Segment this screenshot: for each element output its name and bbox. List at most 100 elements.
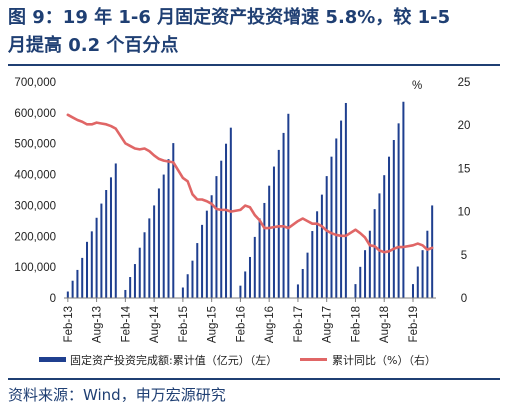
right-y-tick-label: 0 bbox=[461, 293, 467, 305]
bar-2014-05 bbox=[138, 247, 141, 298]
bar-2013-03 bbox=[71, 280, 74, 298]
bar-2013-09 bbox=[100, 203, 103, 298]
bar-2014-07 bbox=[148, 218, 151, 298]
chart-title-line-1: 图 9：19 年 1-6 月固定资产投资增速 5.8%，较 1-5 bbox=[8, 7, 451, 28]
x-tick-label: Aug-13 bbox=[92, 306, 104, 343]
bar-2015-05 bbox=[196, 243, 199, 298]
bar-2014-02 bbox=[124, 289, 127, 298]
left-y-tick-label: 0 bbox=[50, 293, 56, 305]
right-y-tick-label: 5 bbox=[461, 250, 467, 262]
bar-2017-02 bbox=[296, 284, 299, 298]
bar-2016-07 bbox=[263, 202, 266, 298]
x-tick-label: Aug-16 bbox=[264, 306, 276, 343]
left-y-tick-label: 300,000 bbox=[14, 200, 56, 212]
bar-2014-04 bbox=[133, 264, 136, 298]
bar-2013-07 bbox=[90, 231, 93, 298]
right-y-tick-label: 20 bbox=[458, 120, 471, 132]
bar-2018-04 bbox=[364, 250, 367, 298]
bar-2014-06 bbox=[143, 232, 146, 298]
bar-2015-11 bbox=[225, 143, 228, 298]
bar-2017-03 bbox=[301, 268, 304, 298]
chart-title: 图 9：19 年 1-6 月固定资产投资增速 5.8%，较 1-5 月提高 0.… bbox=[8, 4, 500, 60]
title-rule bbox=[8, 64, 500, 66]
bar-2016-05 bbox=[253, 236, 256, 298]
axes-layer bbox=[64, 297, 436, 302]
bar-2014-03 bbox=[129, 277, 132, 298]
bar-2019-03 bbox=[416, 266, 419, 298]
bar-2018-05 bbox=[368, 230, 371, 298]
bar-2018-08 bbox=[383, 175, 386, 298]
x-tick-label: Feb-16 bbox=[235, 306, 247, 342]
right-axis-unit-label: % bbox=[412, 80, 422, 92]
bar-2017-05 bbox=[311, 231, 314, 298]
bar-2018-11 bbox=[397, 123, 400, 298]
bar-2015-03 bbox=[186, 274, 189, 298]
series-line-yoy bbox=[66, 113, 434, 254]
x-tick-label: Aug-17 bbox=[322, 306, 334, 343]
x-tick-label: Feb-19 bbox=[408, 306, 420, 342]
source-rule bbox=[8, 378, 500, 380]
bar-2018-06 bbox=[373, 209, 376, 298]
bar-2016-09 bbox=[272, 166, 275, 298]
bar-2016-02 bbox=[239, 285, 242, 298]
bar-2016-03 bbox=[244, 271, 247, 298]
legend-label-bar: 固定资产投资完成额:累计值（亿元）（左） bbox=[70, 353, 277, 367]
bar-2018-03 bbox=[359, 266, 362, 298]
right-y-tick-label: 10 bbox=[458, 207, 471, 219]
bar-2016-11 bbox=[282, 132, 285, 298]
bar-2015-08 bbox=[210, 195, 213, 298]
right-y-tick-label: 15 bbox=[458, 163, 471, 175]
x-tick-label: Feb-18 bbox=[351, 306, 363, 342]
bar-2017-10 bbox=[335, 138, 338, 298]
bar-2018-02 bbox=[354, 284, 357, 298]
bar-2017-09 bbox=[330, 156, 333, 298]
x-tick-label: Aug-14 bbox=[149, 305, 161, 343]
bar-2017-12 bbox=[344, 102, 347, 298]
bar-2015-06 bbox=[201, 224, 204, 298]
legend-label-line: 累计同比（%）（右） bbox=[332, 353, 436, 367]
bar-2017-08 bbox=[325, 176, 328, 298]
bar-2013-08 bbox=[95, 217, 98, 298]
left-y-tick-label: 500,000 bbox=[14, 139, 56, 151]
left-y-tick-label: 400,000 bbox=[14, 170, 56, 182]
bar-2013-10 bbox=[105, 190, 108, 298]
x-tick-label: Feb-13 bbox=[63, 306, 75, 342]
bar-2013-12 bbox=[114, 163, 117, 298]
bar-2016-08 bbox=[268, 185, 271, 298]
bar-2013-11 bbox=[109, 177, 112, 298]
bar-2014-12 bbox=[172, 143, 175, 298]
chart-title-line-2: 月提高 0.2 个百分点 bbox=[8, 35, 179, 56]
bar-2014-11 bbox=[167, 159, 170, 298]
bar-2015-07 bbox=[205, 210, 208, 298]
bar-2016-06 bbox=[258, 218, 261, 298]
bar-2015-09 bbox=[215, 176, 218, 298]
bar-2017-04 bbox=[306, 252, 309, 298]
x-tick-label: Feb-14 bbox=[120, 305, 132, 342]
bar-2016-04 bbox=[248, 256, 251, 298]
bar-2016-10 bbox=[277, 149, 280, 298]
x-tick-label: Feb-15 bbox=[178, 306, 190, 342]
source-note: 资料来源：Wind，申万宏源研究 bbox=[8, 386, 226, 404]
bar-2014-08 bbox=[153, 205, 156, 298]
line-layer bbox=[66, 113, 434, 254]
bar-2019-05 bbox=[426, 230, 429, 298]
bar-2013-02 bbox=[66, 291, 69, 298]
x-tick-label: Aug-15 bbox=[207, 306, 219, 343]
left-y-tick-label: 700,000 bbox=[14, 77, 56, 89]
bar-2018-10 bbox=[392, 140, 395, 298]
bar-2013-05 bbox=[81, 257, 84, 298]
bar-2015-04 bbox=[191, 260, 194, 298]
bar-2013-04 bbox=[76, 269, 79, 298]
x-tick-label: Feb-17 bbox=[293, 306, 305, 342]
bar-2014-09 bbox=[157, 188, 160, 298]
bar-2017-11 bbox=[340, 120, 343, 298]
bar-2019-02 bbox=[411, 284, 414, 298]
legend: 固定资产投资完成额:累计值（亿元）（左） 累计同比（%）（右） bbox=[39, 353, 436, 367]
x-tick-label: Aug-18 bbox=[379, 306, 391, 343]
bar-2016-12 bbox=[287, 113, 290, 298]
ticks-layer: Feb-13 Aug-13 Feb-14 Aug-14 Feb-15 Aug-15 Feb-… bbox=[14, 77, 470, 343]
left-y-tick-label: 600,000 bbox=[14, 108, 56, 120]
bars-layer bbox=[66, 101, 434, 298]
